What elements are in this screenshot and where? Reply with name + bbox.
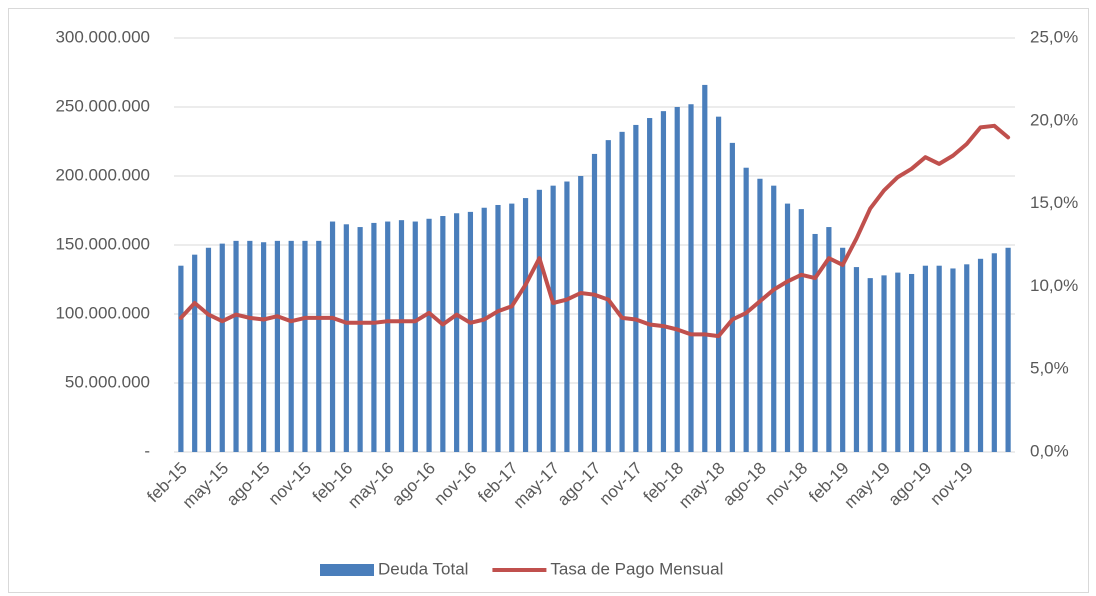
bar xyxy=(688,104,694,453)
y2-tick-label: 5,0% xyxy=(1030,359,1069,378)
bar xyxy=(522,198,529,452)
bar xyxy=(440,216,446,452)
bar xyxy=(605,140,611,452)
bar xyxy=(936,265,942,452)
bar xyxy=(329,221,336,452)
line xyxy=(178,123,1011,339)
bar xyxy=(564,181,570,452)
bar xyxy=(674,107,680,452)
bar xyxy=(495,204,501,452)
legend-swatch xyxy=(320,564,374,576)
x-tick-label: nov-16 xyxy=(430,459,480,509)
bar xyxy=(771,185,777,452)
legend-label: Tasa de Pago Mensual xyxy=(550,559,723,578)
bar xyxy=(991,253,997,452)
bar xyxy=(798,209,804,452)
bar xyxy=(715,116,722,452)
x-tick-label: ago-17 xyxy=(554,459,605,510)
bar xyxy=(853,267,860,452)
bar xyxy=(316,240,322,452)
y2-tick-label: 20,0% xyxy=(1030,110,1078,129)
x-tick-label: nov-17 xyxy=(596,459,646,509)
bar xyxy=(426,218,432,452)
bar xyxy=(908,273,915,452)
bar xyxy=(467,211,474,452)
bar xyxy=(729,142,735,452)
bar xyxy=(895,272,901,452)
bar xyxy=(302,240,308,452)
bar xyxy=(178,265,184,452)
bar xyxy=(398,220,405,452)
bar xyxy=(412,221,418,452)
x-tick-label: nov-19 xyxy=(927,459,977,509)
bar xyxy=(633,124,639,452)
bar xyxy=(578,176,584,452)
y2-tick-label: 15,0% xyxy=(1030,193,1078,212)
bar xyxy=(757,178,763,452)
y2-tick-label: 10,0% xyxy=(1030,276,1078,295)
chart-border xyxy=(8,8,1089,593)
y2-tick-label: 0,0% xyxy=(1030,441,1069,460)
bar xyxy=(1005,247,1011,452)
x-tick-label: ago-19 xyxy=(885,459,936,510)
bar xyxy=(509,203,515,452)
y-tick-label: 100.000.000 xyxy=(55,303,150,322)
x-tick-label: ago-16 xyxy=(388,459,439,510)
y-tick-label: 250.000.000 xyxy=(55,96,150,115)
x-tick-label: may-15 xyxy=(179,459,233,513)
bar xyxy=(826,227,832,452)
x-tick-label: may-17 xyxy=(510,459,564,513)
bar xyxy=(371,222,377,452)
x-tick-label: nov-15 xyxy=(265,459,315,509)
y-tick-label: - xyxy=(144,441,150,460)
bar xyxy=(385,221,391,452)
x-tick-label: may-16 xyxy=(344,459,398,513)
bar xyxy=(977,258,984,452)
bar xyxy=(274,240,281,452)
bar xyxy=(867,278,873,452)
legend-label: Deuda Total xyxy=(378,559,468,578)
y-tick-label: 150.000.000 xyxy=(55,234,150,253)
y-tick-label: 50.000.000 xyxy=(65,372,150,391)
bar xyxy=(205,247,212,452)
x-tick-label: nov-18 xyxy=(761,459,811,509)
x-tick-label: ago-18 xyxy=(719,459,770,510)
bar xyxy=(536,189,542,453)
y2-tick-label: 25,0% xyxy=(1030,27,1078,46)
bar xyxy=(840,247,846,452)
x-tick-label: may-18 xyxy=(675,459,729,513)
bar xyxy=(660,111,667,452)
bar xyxy=(950,268,956,452)
bar xyxy=(812,233,818,452)
bar xyxy=(233,240,239,452)
x-tick-label: ago-15 xyxy=(223,459,274,510)
bar xyxy=(881,275,887,452)
bar xyxy=(261,242,267,452)
bar xyxy=(454,213,460,452)
y-tick-label: 300.000.000 xyxy=(55,27,150,46)
bar xyxy=(192,254,198,452)
bar xyxy=(619,131,625,452)
bar xyxy=(702,84,708,453)
x-tick-label: may-19 xyxy=(841,459,895,513)
bar xyxy=(247,240,253,452)
bar xyxy=(343,224,349,452)
bar xyxy=(219,243,225,452)
bar xyxy=(481,207,487,452)
bar xyxy=(784,203,791,452)
bar xyxy=(922,265,928,452)
bar xyxy=(357,227,363,452)
bar xyxy=(288,240,294,452)
bar xyxy=(647,118,653,452)
bar xyxy=(591,153,598,453)
y-tick-label: 200.000.000 xyxy=(55,165,150,184)
bar xyxy=(550,185,556,452)
bar xyxy=(743,167,749,452)
bar xyxy=(964,264,970,452)
